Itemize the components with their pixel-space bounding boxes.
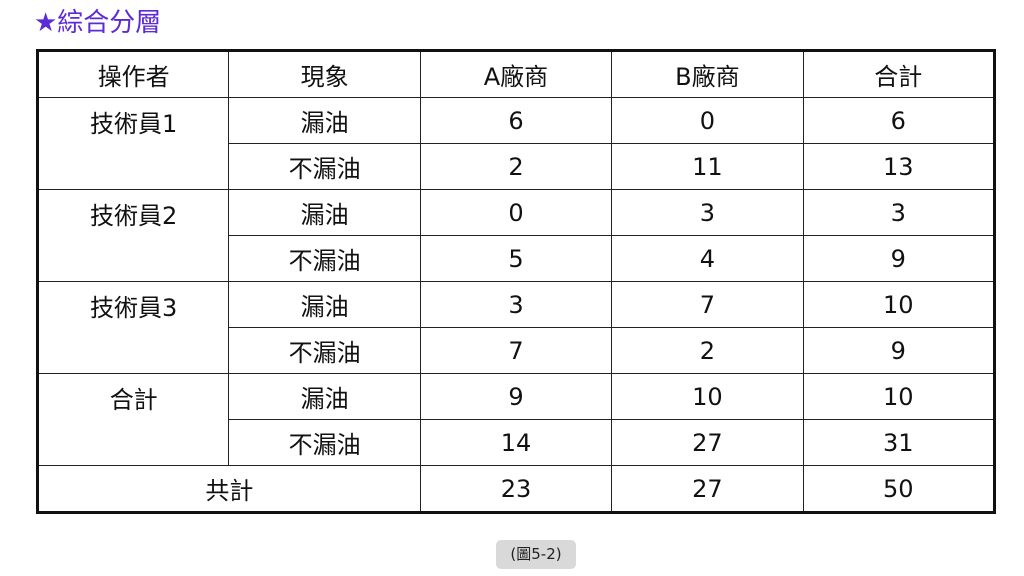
phenomenon-cell: 不漏油 [228, 419, 421, 466]
vendor-b-cell: 7 [611, 281, 804, 328]
phenomenon-cell: 漏油 [228, 373, 421, 420]
slide-title: ★綜合分層 [34, 8, 162, 38]
phenomenon-cell: 漏油 [228, 97, 421, 144]
operator-cell: 合計 [36, 373, 230, 466]
grand-total-label: 共計 [37, 465, 421, 513]
total-cell: 6 [802, 97, 996, 144]
vendor-b-cell: 10 [611, 373, 804, 420]
operator-cell: 技術員2 [36, 189, 230, 282]
phenomenon-cell: 漏油 [228, 189, 421, 236]
grand-total-total: 50 [802, 465, 996, 513]
vendor-b-cell: 0 [611, 97, 804, 144]
table-row: 不漏油 14 27 31 [38, 419, 996, 466]
table-row: 不漏油 7 2 9 [38, 327, 996, 374]
phenomenon-cell: 不漏油 [228, 235, 421, 282]
total-cell: 10 [802, 373, 996, 420]
header-cell: A廠商 [419, 50, 613, 98]
header-cell: B廠商 [611, 50, 804, 98]
operator-cell: 技術員1 [36, 97, 230, 190]
total-cell: 9 [802, 327, 996, 374]
vendor-a-cell: 2 [419, 143, 613, 190]
total-cell: 31 [802, 419, 996, 466]
vendor-a-cell: 6 [419, 97, 613, 144]
table-row: 技術員1 漏油 6 0 6 [36, 97, 996, 190]
header-cell: 現象 [228, 50, 421, 98]
total-cell: 10 [802, 281, 996, 328]
header-cell: 操作者 [36, 50, 230, 98]
table-row: 技術員3 漏油 3 7 10 [36, 281, 996, 374]
operator-cell: 技術員3 [36, 281, 230, 374]
phenomenon-cell: 不漏油 [228, 327, 421, 374]
total-cell: 9 [802, 235, 996, 282]
grand-total-a: 23 [419, 465, 613, 513]
vendor-a-cell: 0 [419, 189, 613, 236]
vendor-b-cell: 2 [611, 327, 804, 374]
vendor-a-cell: 14 [419, 419, 613, 466]
total-cell: 3 [802, 189, 996, 236]
vendor-b-cell: 4 [611, 235, 804, 282]
vendor-b-cell: 3 [611, 189, 804, 236]
grand-total-row: 共計 23 27 50 [37, 465, 996, 513]
vendor-b-cell: 11 [611, 143, 804, 190]
table-row: 不漏油 2 11 13 [38, 143, 996, 190]
figure-caption: (圖5-2) [496, 540, 576, 569]
grand-total-b: 27 [611, 465, 804, 513]
vendor-a-cell: 5 [419, 235, 613, 282]
table-row: 技術員2 漏油 0 3 3 [36, 189, 996, 282]
header-row: 操作者 現象 A廠商 B廠商 合計 [36, 50, 996, 98]
vendor-a-cell: 3 [419, 281, 613, 328]
stratification-table: 操作者 現象 A廠商 B廠商 合計 技術員1 漏油 6 0 6 不漏油 2 11 13 技術員2 漏… [36, 49, 996, 514]
vendor-b-cell: 27 [611, 419, 804, 466]
table-row: 合計 漏油 9 10 10 [36, 373, 996, 466]
phenomenon-cell: 漏油 [228, 281, 421, 328]
phenomenon-cell: 不漏油 [228, 143, 421, 190]
vendor-a-cell: 9 [419, 373, 613, 420]
total-cell: 13 [802, 143, 996, 190]
vendor-a-cell: 7 [419, 327, 613, 374]
header-cell: 合計 [802, 50, 996, 98]
